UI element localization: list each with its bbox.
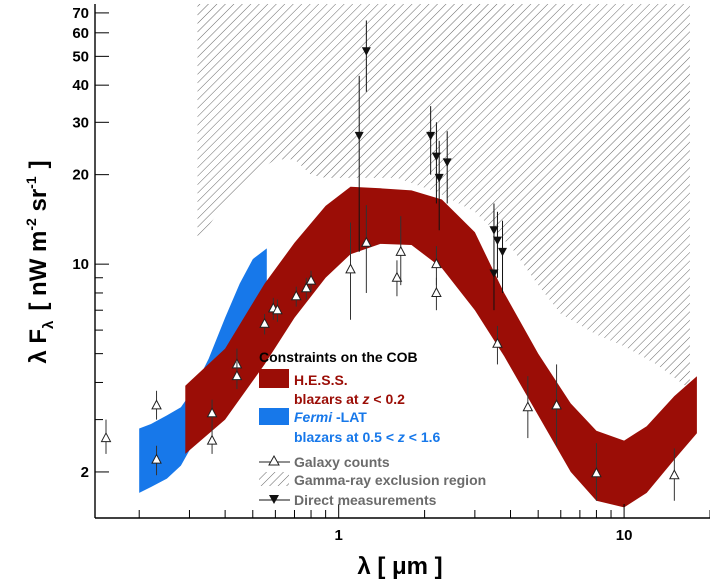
axes bbox=[94, 4, 710, 519]
y-tick-label-1: 10 bbox=[72, 256, 89, 273]
legend-hess-sublabel: blazars at z < 0.2 bbox=[294, 391, 405, 407]
legend-exclusion-label: Gamma-ray exclusion region bbox=[294, 472, 486, 488]
direct-measurement-point-7 bbox=[492, 211, 502, 278]
y-axis-units-mid: sr bbox=[25, 189, 52, 218]
legend-galaxy-label: Galaxy counts bbox=[294, 454, 390, 470]
galaxy-count-point-12 bbox=[305, 270, 317, 292]
galaxy-count-point-20 bbox=[522, 376, 534, 439]
legend-direct-label: Direct measurements bbox=[294, 492, 437, 508]
triangle-up-icon bbox=[268, 454, 280, 466]
y-tick-label-3: 30 bbox=[72, 114, 89, 131]
legend-hess-swatch bbox=[259, 369, 289, 388]
galaxy-count-point-0 bbox=[100, 419, 112, 454]
direct-measurement-point-9 bbox=[489, 240, 499, 311]
legend-exclusion-swatch bbox=[259, 472, 289, 486]
legend-fermi-sub-z: z bbox=[397, 429, 405, 445]
triangle-down-icon bbox=[269, 495, 279, 504]
galaxy-count-point-1 bbox=[151, 445, 162, 476]
legend: Constraints on the COB H.E.S.S. blazars … bbox=[259, 349, 486, 508]
direct-measurement-point-4 bbox=[434, 140, 444, 231]
direct-measurement-point-3 bbox=[431, 122, 441, 204]
legend-title: Constraints on the COB bbox=[259, 349, 418, 365]
legend-fermi-rest: -LAT bbox=[332, 409, 367, 425]
direct-measurement-point-8 bbox=[498, 220, 508, 293]
y-axis-label-main: λ F bbox=[25, 329, 52, 364]
galaxy-count-point-18 bbox=[431, 246, 442, 286]
plot-area bbox=[100, 4, 697, 508]
gamma-ray-exclusion-region bbox=[197, 4, 690, 390]
hess-band bbox=[185, 186, 697, 508]
y-tick-label-2: 20 bbox=[72, 167, 89, 184]
galaxy-count-point-11 bbox=[300, 277, 312, 300]
galaxy-count-point-16 bbox=[395, 216, 407, 286]
legend-galaxy-marker bbox=[259, 454, 290, 466]
galaxy-count-point-13 bbox=[345, 222, 356, 320]
galaxy-count-point-21 bbox=[551, 364, 562, 446]
legend-hess-sub-z: z bbox=[361, 391, 369, 407]
galaxy-count-point-23 bbox=[669, 448, 680, 501]
legend-hess-sub-post: < 0.2 bbox=[369, 391, 405, 407]
y-axis-title: λ Fλ [ nW m-2 sr-1] bbox=[23, 160, 57, 363]
tick-labels: 1 10 2 10 20 30 40 50 60 70 bbox=[72, 5, 632, 544]
y-axis-units-sup-2: -1 bbox=[23, 176, 39, 189]
legend-fermi-sub-post: < 1.6 bbox=[405, 429, 441, 445]
galaxy-count-point-9 bbox=[272, 299, 283, 322]
y-tick-label-5: 50 bbox=[72, 48, 89, 65]
x-tick-label-0: 1 bbox=[335, 527, 343, 544]
y-axis-units-sup-1: -2 bbox=[23, 218, 39, 231]
direct-measurement-point-5 bbox=[442, 131, 452, 204]
direct-measurement-point-0 bbox=[361, 20, 371, 92]
galaxy-count-point-10 bbox=[290, 286, 302, 307]
legend-fermi-label: Fermi -LAT bbox=[294, 409, 367, 425]
legend-fermi-swatch bbox=[259, 408, 289, 425]
y-tick-label-7: 70 bbox=[72, 5, 89, 22]
legend-fermi-italic: Fermi bbox=[294, 409, 333, 425]
galaxy-count-point-19 bbox=[492, 325, 503, 365]
galaxy-count-point-15 bbox=[391, 260, 403, 297]
galaxy-count-point-2 bbox=[151, 390, 162, 420]
y-tick-label-6: 60 bbox=[72, 25, 89, 42]
galaxy-count-point-6 bbox=[231, 361, 243, 390]
y-tick-label-0: 2 bbox=[81, 464, 89, 481]
direct-measurement-point-2 bbox=[426, 106, 436, 175]
legend-hess-label: H.E.S.S. bbox=[294, 372, 348, 388]
galaxy-count-point-3 bbox=[206, 399, 218, 429]
galaxy-count-point-4 bbox=[206, 428, 218, 454]
y-axis-units-end: ] bbox=[25, 160, 52, 168]
galaxy-count-point-14 bbox=[361, 205, 372, 293]
direct-measurement-point-1 bbox=[354, 75, 364, 252]
legend-direct-marker bbox=[259, 495, 290, 504]
y-axis-label-sub: λ bbox=[40, 320, 57, 329]
legend-fermi-sub-pre: blazars at 0.5 < bbox=[294, 429, 398, 445]
galaxy-count-point-22 bbox=[591, 443, 602, 501]
legend-hess-sub-pre: blazars at bbox=[294, 391, 362, 407]
y-axis-units-1: [ nW m bbox=[25, 231, 52, 311]
y-tick-label-4: 40 bbox=[72, 77, 89, 94]
galaxy-count-point-7 bbox=[259, 313, 270, 335]
legend-fermi-sublabel: blazars at 0.5 < z < 1.6 bbox=[294, 429, 441, 445]
x-axis-title: λ [ μm ] bbox=[357, 553, 442, 580]
x-tick-label-1: 10 bbox=[616, 527, 633, 544]
